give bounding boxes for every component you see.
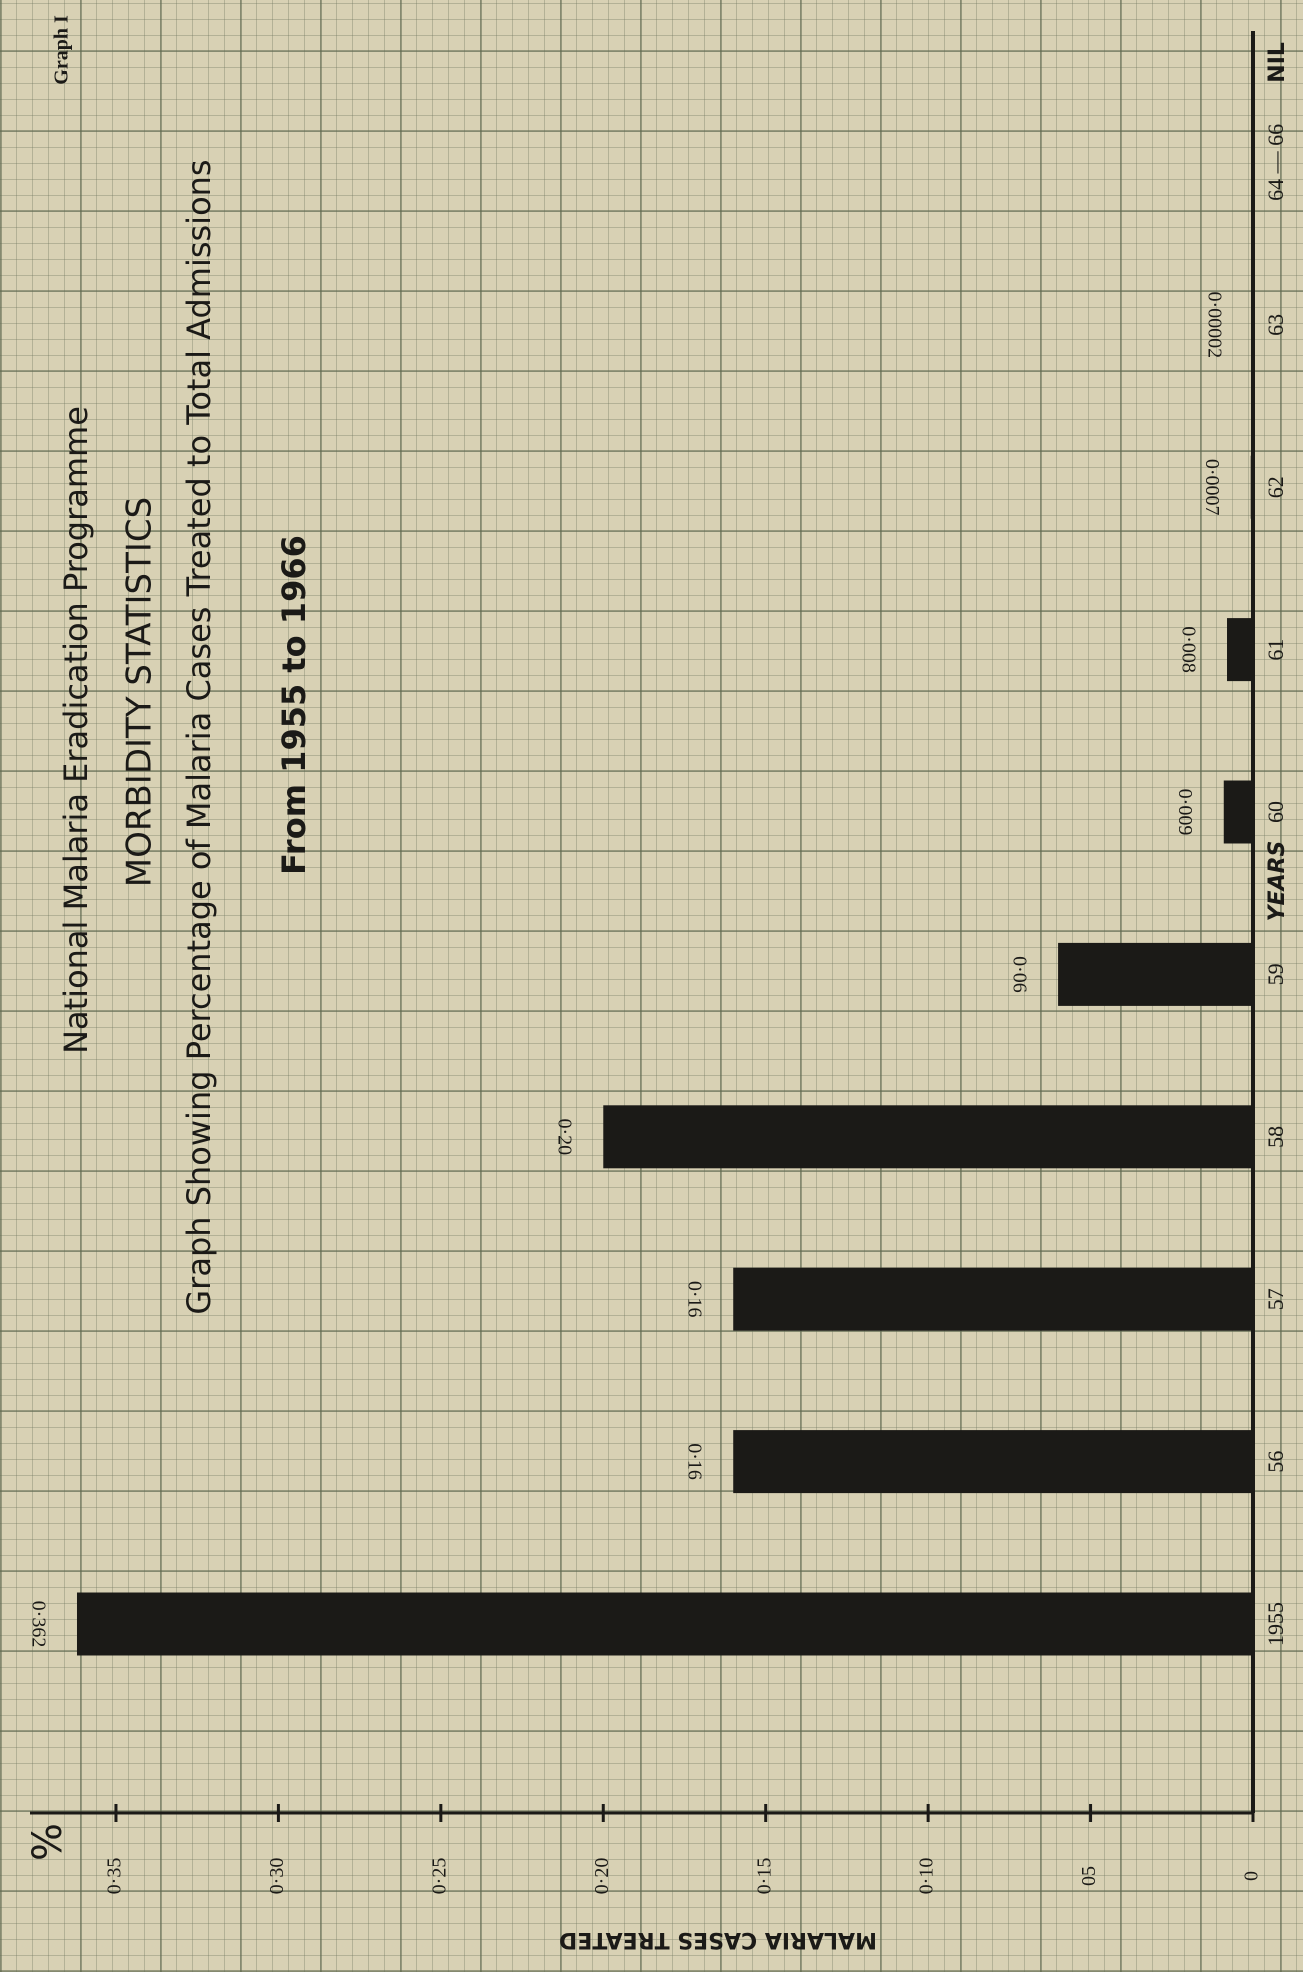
bar: [1227, 618, 1254, 682]
bar: [76, 1592, 1254, 1656]
x-tick-label: 56: [1263, 1451, 1288, 1473]
bar: [733, 1430, 1253, 1494]
bar: [1058, 942, 1253, 1006]
value-label: 0·06: [1008, 956, 1030, 993]
y-tick-label: 0·15: [753, 1858, 775, 1895]
y-tick-label: 0: [1241, 1871, 1263, 1881]
value-label: NIL: [1265, 42, 1290, 83]
x-tick-label: 57: [1263, 1288, 1288, 1310]
x-tick-label: 64 — 66: [1263, 124, 1288, 201]
x-tick-label: 62: [1263, 476, 1288, 498]
chart-period: From 1955 to 1966: [275, 535, 313, 875]
value-label: 0·009: [1174, 789, 1196, 836]
value-label: 0·362: [27, 1601, 49, 1648]
y-axis-label: MALARIA CASES TREATED: [559, 1927, 877, 1952]
x-tick-label: 60: [1263, 801, 1288, 823]
value-label: 0·008: [1177, 626, 1199, 673]
chart-description: Graph Showing Percentage of Malaria Case…: [180, 159, 218, 1314]
x-tick-label: 1955: [1263, 1602, 1288, 1646]
x-axis-label: YEARS: [1265, 841, 1290, 922]
x-tick-label: 63: [1263, 314, 1288, 336]
y-tick-label: 0·10: [916, 1858, 938, 1895]
y-tick-label: 0·35: [104, 1858, 126, 1895]
chart-title: National Malaria Eradication Programme: [57, 406, 95, 1054]
graph-number: Graph I: [51, 15, 73, 85]
value-label: 0·00002: [1203, 291, 1225, 358]
x-tick-label: 61: [1263, 639, 1288, 661]
x-tick-label: 58: [1263, 1126, 1288, 1148]
bar: [733, 1267, 1253, 1331]
y-tick-label: 0·20: [591, 1858, 613, 1895]
value-label: 0·16: [684, 1281, 706, 1318]
x-tick-label: 59: [1263, 963, 1288, 985]
y-tick-label: 05: [1078, 1866, 1100, 1886]
bar: [1250, 455, 1254, 519]
bar: [1223, 780, 1254, 844]
value-label: 0·16: [684, 1443, 706, 1480]
y-tick-label: 0·25: [428, 1858, 450, 1895]
value-label: 0·20: [554, 1118, 576, 1155]
chart-subtitle: MORBIDITY STATISTICS: [120, 497, 160, 887]
y-tick-label: 0·30: [266, 1858, 288, 1895]
y-unit: %: [25, 1823, 71, 1861]
bar: [603, 1105, 1253, 1169]
value-label: 0·0007: [1201, 459, 1223, 516]
chart-body: Graph I National Malaria Eradication Pro…: [25, 15, 1290, 1952]
